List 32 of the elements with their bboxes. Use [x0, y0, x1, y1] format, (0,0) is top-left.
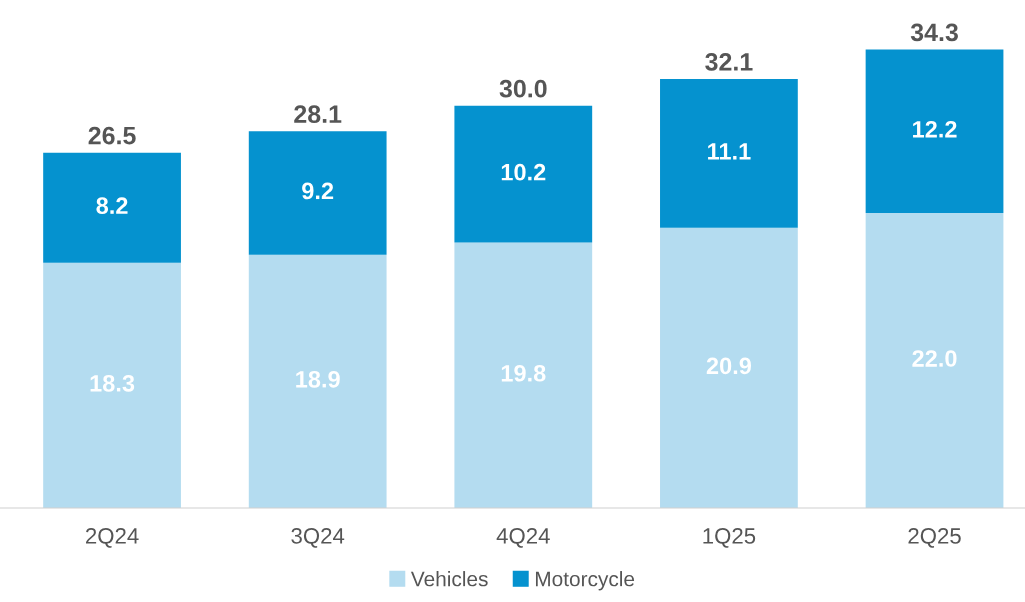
bar: [454, 242, 593, 508]
bar: [660, 227, 798, 508]
total-label: 28.1: [294, 105, 342, 123]
data-label: 9.2: [302, 182, 334, 200]
legend-label: Vehicles: [410, 571, 488, 587]
total-label: 34.3: [910, 23, 958, 42]
total-label: 30.0: [499, 79, 547, 98]
legend-label: Motorcycle: [535, 571, 635, 591]
bar: [865, 213, 1004, 508]
bar: [660, 79, 798, 228]
data-label: 20.9: [706, 357, 752, 375]
bar: [43, 262, 181, 508]
bar: [865, 49, 1004, 214]
data-label: 10.2: [501, 163, 546, 181]
data-label: 12.2: [913, 120, 957, 138]
data-label: 8.2: [96, 197, 128, 215]
x-tick-label: 3Q24: [291, 528, 345, 548]
x-tick-label: 4Q24: [496, 528, 550, 548]
x-tick-label: 2Q25: [908, 528, 961, 548]
data-label: 22.0: [912, 350, 957, 367]
data-label: 18.9: [296, 370, 340, 388]
total-label: 26.5: [88, 126, 136, 145]
total-label: 32.1: [705, 53, 753, 71]
data-label: 18.3: [90, 374, 135, 392]
bar: [248, 131, 387, 255]
x-tick-label: 2Q24: [86, 528, 139, 548]
bar: [248, 254, 387, 508]
bar: [454, 105, 593, 243]
bar: [43, 152, 181, 263]
data-label: 19.8: [501, 364, 546, 382]
data-label: 11.1: [708, 143, 751, 160]
x-tick-label: 1Q25: [703, 528, 756, 548]
